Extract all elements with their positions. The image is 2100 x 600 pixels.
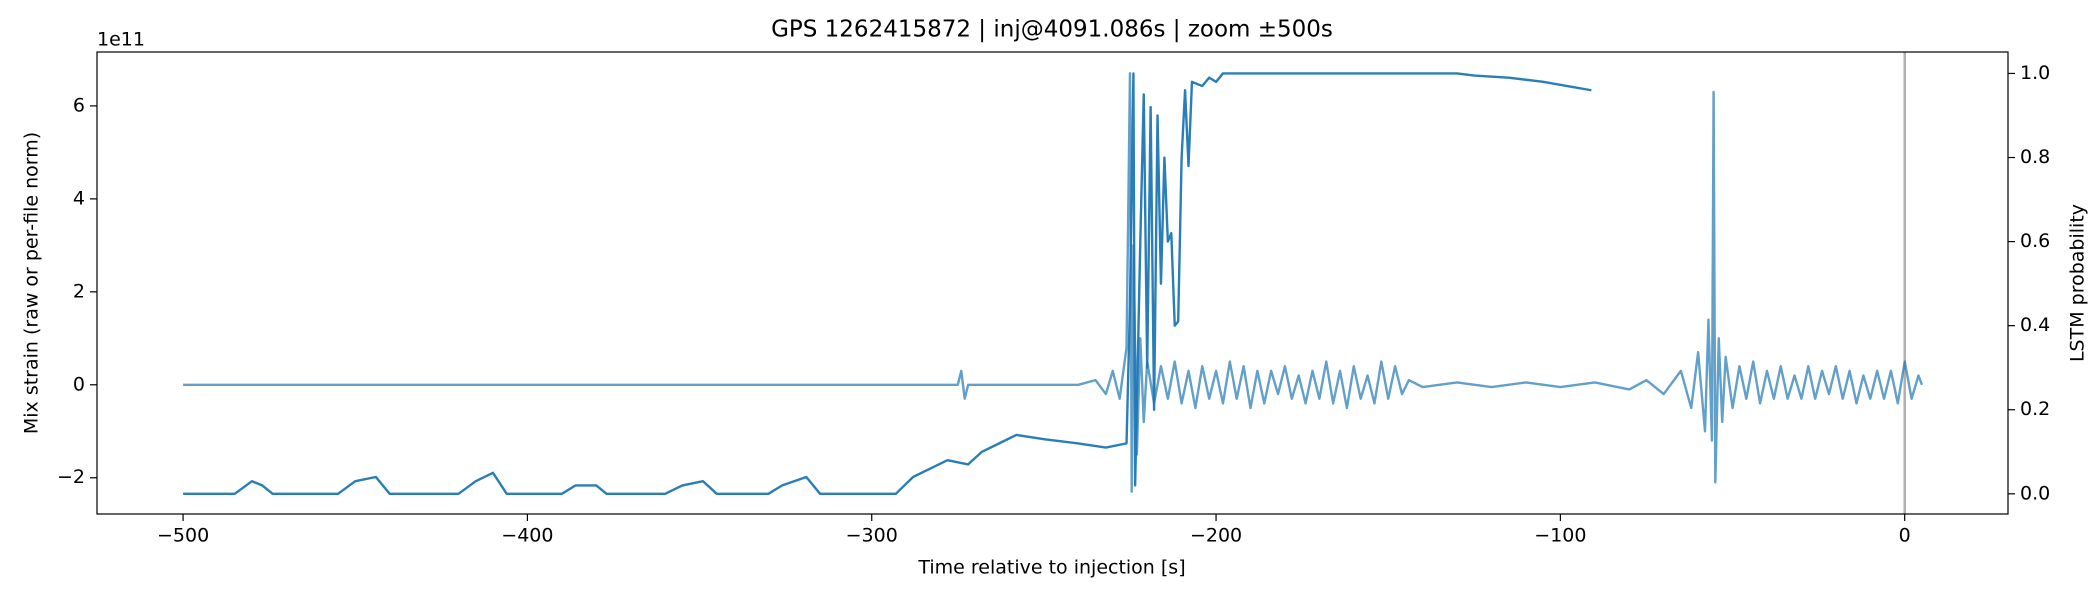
y2-tick-label: 0.8 (2020, 146, 2050, 168)
x-tick-label: −100 (1534, 525, 1586, 547)
y2-axis-label: LSTM probability (2067, 204, 2089, 362)
y-tick-label: −2 (57, 466, 85, 488)
y2-tick-label: 0.6 (2020, 230, 2050, 252)
series-line (183, 72, 1592, 496)
y-tick-label: 6 (73, 94, 85, 116)
x-tick-label: −400 (501, 525, 553, 547)
y-axis-label: Mix strain (raw or per-file norm) (21, 132, 43, 434)
y-tick-label: 2 (73, 280, 85, 302)
y2-tick-label: 0.4 (2020, 314, 2050, 336)
chart-title: GPS 1262415872 | inj@4091.086s | zoom ±5… (771, 17, 1333, 43)
y-tick-label: 4 (73, 187, 85, 209)
x-tick-label: −500 (157, 525, 209, 547)
y2-tick-label: 0.0 (2020, 482, 2050, 504)
series-line (183, 72, 1924, 493)
x-tick-label: −300 (846, 525, 898, 547)
y2-tick-label: 0.2 (2020, 398, 2050, 420)
x-tick-label: 0 (1899, 525, 1911, 547)
x-axis-label: Time relative to injection [s] (917, 557, 1185, 579)
y-offset-label: 1e11 (97, 29, 145, 51)
y-tick-label: 0 (73, 373, 85, 395)
y2-tick-label: 1.0 (2020, 62, 2050, 84)
x-tick-label: −200 (1190, 525, 1242, 547)
plot-frame (96, 51, 2009, 515)
